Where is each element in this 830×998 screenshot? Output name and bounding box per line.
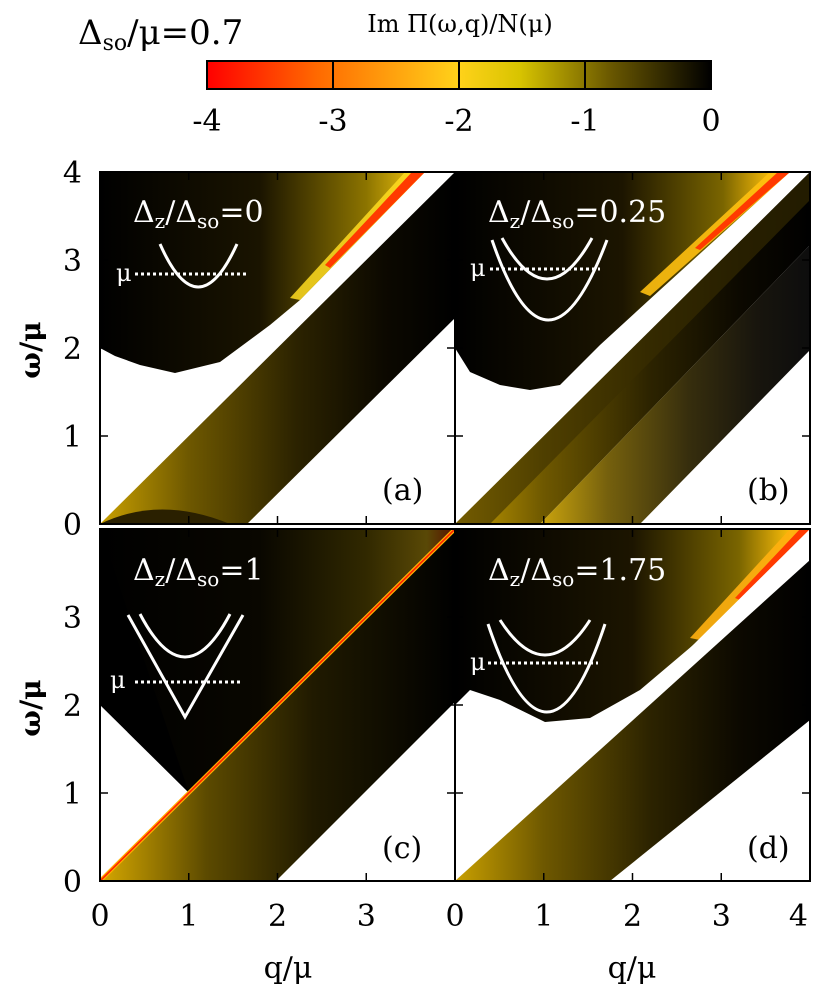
inset-c-band-upper bbox=[138, 613, 232, 659]
x-tick-label: 2 bbox=[623, 899, 642, 934]
y-tick-label: 4 bbox=[63, 156, 82, 191]
inset-c-mu: μ bbox=[110, 666, 126, 694]
y-tick-label: 3 bbox=[63, 244, 82, 279]
y-tick-label: 1 bbox=[63, 420, 82, 455]
inset-b-band-lower bbox=[490, 239, 609, 322]
colorbar-tick-label: -1 bbox=[570, 104, 599, 139]
panel-b-heatmap bbox=[455, 172, 810, 524]
xlabel-left: q/μ bbox=[264, 951, 313, 986]
y-tick-label: 0 bbox=[63, 865, 82, 900]
panel-c-title: Δz/Δso=1 bbox=[133, 553, 264, 591]
inset-d bbox=[486, 619, 607, 714]
colorbar-label: Im Π(ω,q)/N(μ) bbox=[367, 10, 553, 38]
panel-d-heatmap bbox=[455, 529, 810, 881]
inset-c-band-lower bbox=[126, 614, 245, 721]
param-main: Δ bbox=[78, 13, 103, 53]
y-tick-label: 0 bbox=[63, 508, 82, 543]
panel-b-title: Δz/Δso=0.25 bbox=[488, 195, 666, 233]
panel-a-label: (a) bbox=[382, 473, 423, 508]
ylabel-bottom: ω/μ bbox=[14, 679, 47, 736]
panel-d-title: Δz/Δso=1.75 bbox=[488, 553, 666, 591]
colorbar-tick-label: -3 bbox=[318, 104, 347, 139]
x-tick-label: 3 bbox=[357, 899, 376, 934]
inset-a bbox=[135, 243, 248, 289]
inset-b bbox=[490, 237, 609, 322]
x-tick-label: 0 bbox=[90, 899, 109, 934]
inset-c bbox=[126, 613, 245, 721]
inset-a-band bbox=[158, 243, 239, 289]
x-tick-label: 4 bbox=[789, 899, 808, 934]
x-tick-label: 1 bbox=[534, 899, 553, 934]
inset-d-band-upper bbox=[498, 619, 592, 657]
panel-a-title: Δz/Δso=0 bbox=[133, 195, 264, 233]
x-tick-label: 0 bbox=[445, 899, 464, 934]
param-label: Δso/μ=0.7 bbox=[78, 13, 243, 56]
y-tick-label: 1 bbox=[63, 777, 82, 812]
colorbar-tick-label: -4 bbox=[192, 104, 221, 139]
inset-a-mu: μ bbox=[116, 259, 132, 287]
inset-d-mu: μ bbox=[470, 648, 486, 676]
panel-d-label: (d) bbox=[747, 831, 790, 866]
panel-c-label: (c) bbox=[382, 831, 422, 866]
y-tick-label: 3 bbox=[63, 601, 82, 636]
axis-ticks: 0 1 2 3 4 0 1 2 3 0 1 2 3 0 1 2 3 4 bbox=[63, 156, 811, 934]
panel-a-heatmap bbox=[100, 172, 455, 524]
param-sub: so bbox=[103, 31, 128, 56]
y-tick-label: 2 bbox=[63, 332, 82, 367]
y-tick-label: 2 bbox=[63, 689, 82, 724]
inset-b-band-upper bbox=[500, 237, 594, 281]
x-tick-label: 2 bbox=[268, 899, 287, 934]
inset-b-mu: μ bbox=[470, 254, 486, 282]
xlabel-right: q/μ bbox=[608, 951, 657, 986]
panel-b-label: (b) bbox=[747, 473, 790, 508]
colorbar-ticks: -4 -3 -2 -1 0 bbox=[192, 61, 721, 139]
colorbar-tick-label: -2 bbox=[444, 104, 473, 139]
x-tick-label: 3 bbox=[712, 899, 731, 934]
x-tick-label: 1 bbox=[179, 899, 198, 934]
param-rest: /μ=0.7 bbox=[127, 13, 243, 53]
ylabel-top: ω/μ bbox=[14, 321, 47, 378]
panel-c-heatmap bbox=[100, 529, 455, 881]
colorbar-tick-label: 0 bbox=[701, 104, 720, 139]
